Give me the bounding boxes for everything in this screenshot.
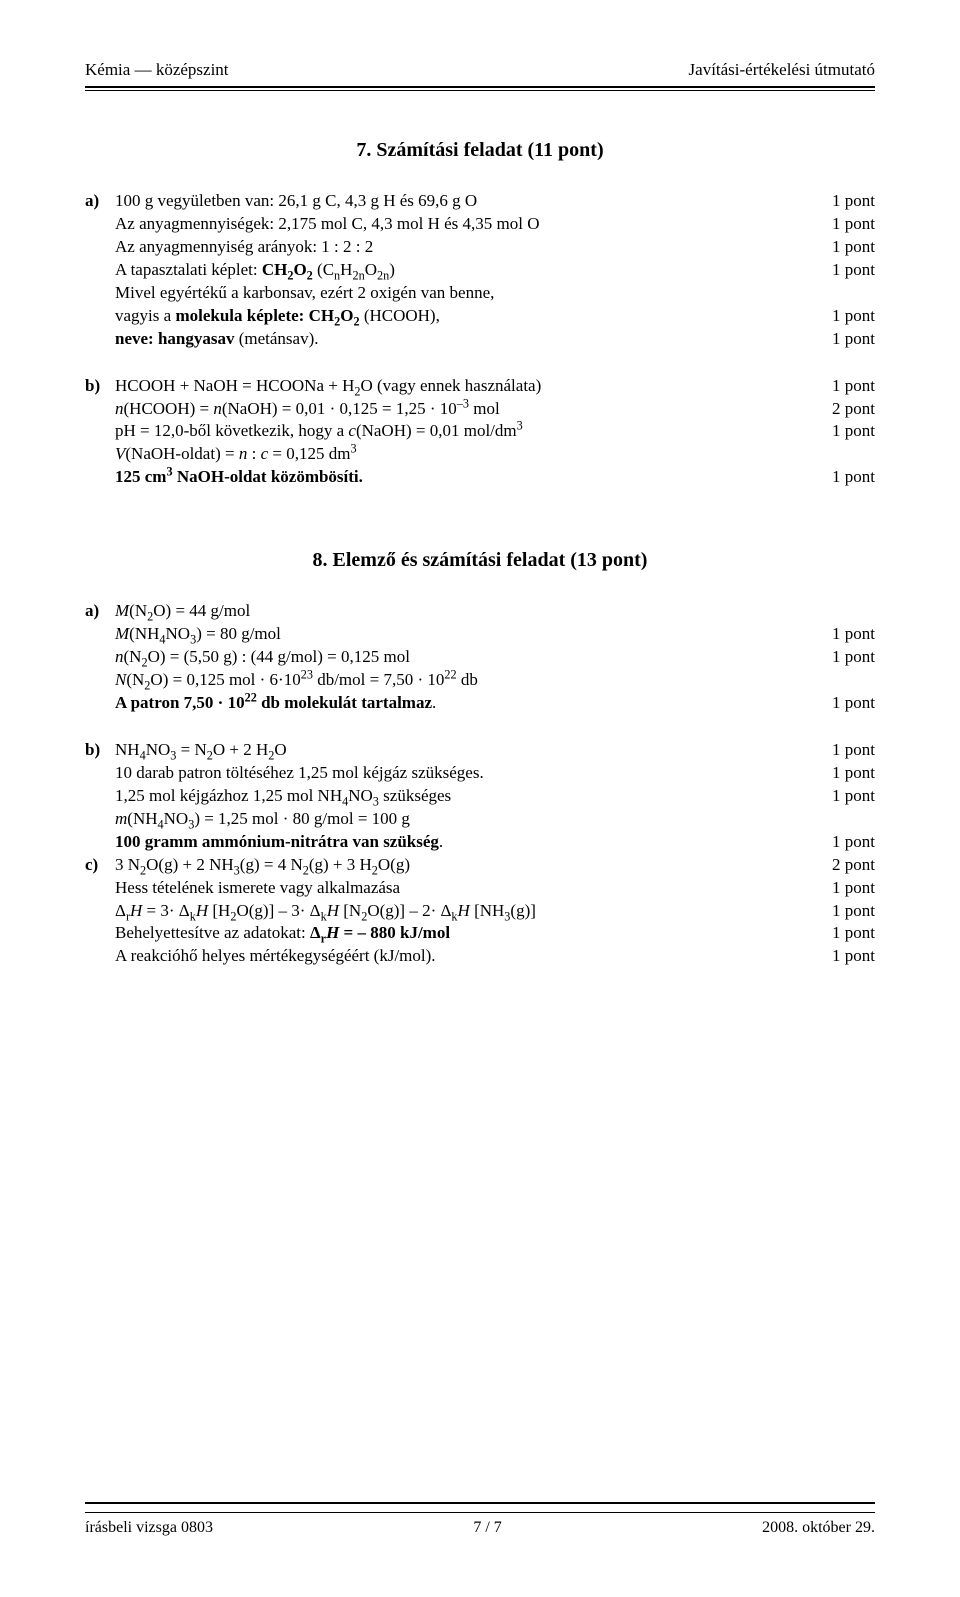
line: M(NH4NO3) = 80 g/mol	[115, 623, 795, 646]
footer-center: 7 / 7	[473, 1519, 501, 1537]
points: 1 pont	[795, 623, 875, 646]
section8-b: b) NH4NO3 = N2O + 2 H2O 1 pont 10 darab …	[85, 739, 875, 854]
section8-title: 8. Elemző és számítási feladat (13 pont)	[85, 549, 875, 572]
footer-right: 2008. október 29.	[762, 1519, 875, 1537]
page-header: Kémia — középszint Javítási-értékelési ú…	[85, 60, 875, 84]
header-rule-thin	[85, 90, 875, 91]
points: 1 pont	[795, 831, 875, 854]
header-left: Kémia — középszint	[85, 60, 229, 80]
footer-rule-thick	[85, 1502, 875, 1504]
label-c: c)	[85, 854, 115, 877]
line: n(N2O) = (5,50 g) : (44 g/mol) = 0,125 m…	[115, 646, 795, 669]
points: 1 pont	[795, 259, 875, 282]
line: N(N2O) = 0,125 mol · 6·1023 db/mol = 7,5…	[115, 669, 795, 692]
header-rule-thick	[85, 86, 875, 88]
points: 1 pont	[795, 945, 875, 968]
section8-a: a) M(N2O) = 44 g/mol M(NH4NO3) = 80 g/mo…	[85, 600, 875, 715]
points: 1 pont	[795, 305, 875, 328]
points: 1 pont	[795, 877, 875, 900]
points: 1 pont	[795, 328, 875, 351]
line: n(HCOOH) = n(NaOH) = 0,01 · 0,125 = 1,25…	[115, 398, 795, 421]
points: 1 pont	[795, 213, 875, 236]
label-b: b)	[85, 739, 115, 762]
page-footer: írásbeli vizsga 0803 7 / 7 2008. október…	[85, 1512, 875, 1537]
line: 100 gramm ammónium-nitrátra van szükség.	[115, 831, 795, 854]
line: Az anyagmennyiségek: 2,175 mol C, 4,3 mo…	[115, 213, 795, 236]
points: 1 pont	[795, 785, 875, 808]
line: A reakcióhő helyes mértékegységéért (kJ/…	[115, 945, 795, 968]
points: 1 pont	[795, 236, 875, 259]
line: Behelyettesítve az adatokat: ΔrH = – 880…	[115, 922, 795, 945]
header-right: Javítási-értékelési útmutató	[689, 60, 875, 80]
points: 1 pont	[795, 922, 875, 945]
points: 2 pont	[795, 854, 875, 877]
line: vagyis a molekula képlete: CH2O2 (HCOOH)…	[115, 305, 795, 328]
line: Az anyagmennyiség arányok: 1 : 2 : 2	[115, 236, 795, 259]
line: A patron 7,50 · 1022 db molekulát tartal…	[115, 692, 795, 715]
points: 1 pont	[795, 375, 875, 398]
section8-c: c) 3 N2O(g) + 2 NH3(g) = 4 N2(g) + 3 H2O…	[85, 854, 875, 969]
points: 1 pont	[795, 466, 875, 489]
line: 10 darab patron töltéséhez 1,25 mol kéjg…	[115, 762, 795, 785]
line: 100 g vegyületben van: 26,1 g C, 4,3 g H…	[115, 190, 795, 213]
line: pH = 12,0-ből következik, hogy a c(NaOH)…	[115, 420, 795, 443]
points: 1 pont	[795, 739, 875, 762]
line: neve: hangyasav (metánsav).	[115, 328, 795, 351]
points: 1 pont	[795, 420, 875, 443]
points: 2 pont	[795, 398, 875, 421]
label-a: a)	[85, 600, 115, 623]
line: Mivel egyértékű a karbonsav, ezért 2 oxi…	[115, 282, 795, 305]
points: 1 pont	[795, 900, 875, 923]
points: 1 pont	[795, 646, 875, 669]
points: 1 pont	[795, 190, 875, 213]
line: Hess tételének ismerete vagy alkalmazása	[115, 877, 795, 900]
section7-a: a) 100 g vegyületben van: 26,1 g C, 4,3 …	[85, 190, 875, 351]
label-a: a)	[85, 190, 115, 213]
section7-title: 7. Számítási feladat (11 pont)	[85, 139, 875, 162]
line: 125 cm3 NaOH-oldat közömbösíti.	[115, 466, 795, 489]
line: 1,25 mol kéjgázhoz 1,25 mol NH4NO3 szüks…	[115, 785, 795, 808]
line: ΔrH = 3· ΔkH [H2O(g)] – 3· ΔkH [N2O(g)] …	[115, 900, 795, 923]
label-b: b)	[85, 375, 115, 398]
line: HCOOH + NaOH = HCOONa + H2O (vagy ennek …	[115, 375, 795, 398]
line: M(N2O) = 44 g/mol	[115, 600, 795, 623]
line: A tapasztalati képlet: CH2O2 (CnH2nO2n)	[115, 259, 795, 282]
line: 3 N2O(g) + 2 NH3(g) = 4 N2(g) + 3 H2O(g)	[115, 854, 795, 877]
line: m(NH4NO3) = 1,25 mol · 80 g/mol = 100 g	[115, 808, 795, 831]
line: V(NaOH-oldat) = n : c = 0,125 dm3	[115, 443, 795, 466]
points: 1 pont	[795, 762, 875, 785]
section7-b: b) HCOOH + NaOH = HCOONa + H2O (vagy enn…	[85, 375, 875, 490]
points: 1 pont	[795, 692, 875, 715]
footer-left: írásbeli vizsga 0803	[85, 1519, 213, 1537]
line: NH4NO3 = N2O + 2 H2O	[115, 739, 795, 762]
